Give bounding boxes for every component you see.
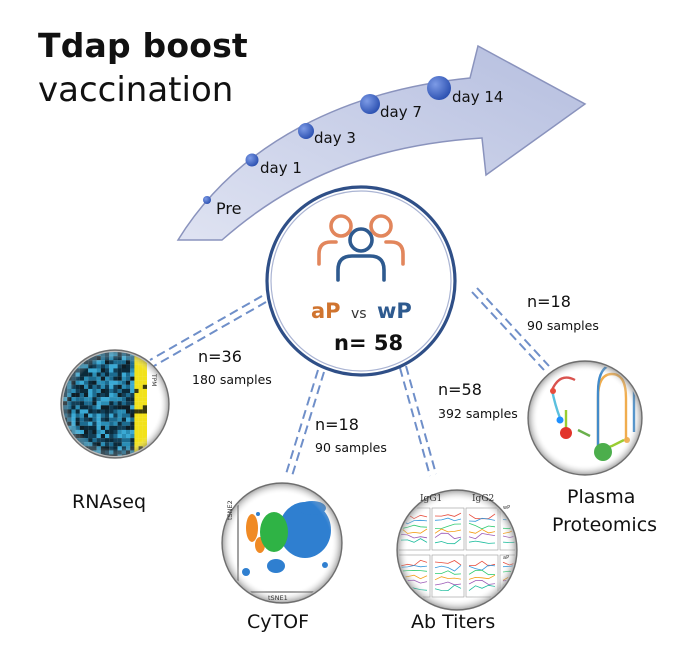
cohort-circle: [265, 185, 457, 377]
connector-lines: [149, 287, 550, 477]
versus-label: vs: [351, 306, 367, 322]
group-wp-label: wP: [377, 299, 412, 323]
title-line-1: Tdap boost: [38, 26, 248, 65]
timepoint-dot-day1: [245, 153, 259, 167]
proteomics-samples: 90 samples: [527, 318, 599, 333]
cytof-x-axis-label: tSNE1: [268, 594, 288, 602]
timepoint-dot-day3: [298, 123, 314, 139]
title-line-2: vaccination: [38, 70, 234, 110]
proteomics-label-line2: Proteomics: [552, 514, 658, 536]
timepoint-label-day1: day 1: [260, 159, 302, 177]
abtiters-n: n=58: [438, 380, 482, 399]
rnaseq-label: RNAseq: [72, 491, 147, 513]
timepoint-dot-day7: [360, 94, 380, 114]
timepoint-label-day3: day 3: [314, 129, 356, 147]
rnaseq-n: n=36: [198, 347, 242, 366]
abtiter-panel4-label: aP: [503, 555, 510, 561]
cytof-label: CyTOF: [247, 611, 310, 633]
timepoint-label-day14: day 14: [452, 88, 504, 106]
proteomics-label-line1: Plasma: [567, 486, 636, 508]
timepoint-dot-pre: [203, 196, 211, 204]
plasma-proteomics-thumbnail: [527, 360, 643, 476]
abtiter-panel3-label: wP: [503, 505, 511, 511]
abtiter-panel2-label: IgG2: [472, 494, 495, 504]
rnaseq-heatmap-thumbnail: [60, 349, 170, 459]
cytof-y-axis-label: tSNE2: [226, 500, 234, 520]
cytof-tsne-thumbnail: [221, 482, 343, 604]
abtiters-samples: 392 samples: [438, 406, 518, 421]
cytof-n: n=18: [315, 415, 359, 434]
rnaseq-axis-label: TPM: [150, 374, 157, 387]
ab-titers-thumbnail: [396, 489, 518, 611]
timepoint-dot-day14: [427, 76, 451, 100]
group-ap-label: aP: [311, 299, 341, 323]
cytof-samples: 90 samples: [315, 440, 387, 455]
rnaseq-samples: 180 samples: [192, 372, 272, 387]
abtiters-label: Ab Titers: [411, 611, 496, 633]
abtiter-panel1-label: IgG1: [420, 494, 443, 504]
people-group-icon: [317, 214, 405, 282]
proteomics-n: n=18: [527, 292, 571, 311]
timepoint-label-pre: Pre: [216, 199, 242, 218]
timepoint-label-day7: day 7: [380, 103, 422, 121]
cohort-size-label: n= 58: [334, 331, 404, 355]
timeline-arrow: [176, 44, 587, 241]
